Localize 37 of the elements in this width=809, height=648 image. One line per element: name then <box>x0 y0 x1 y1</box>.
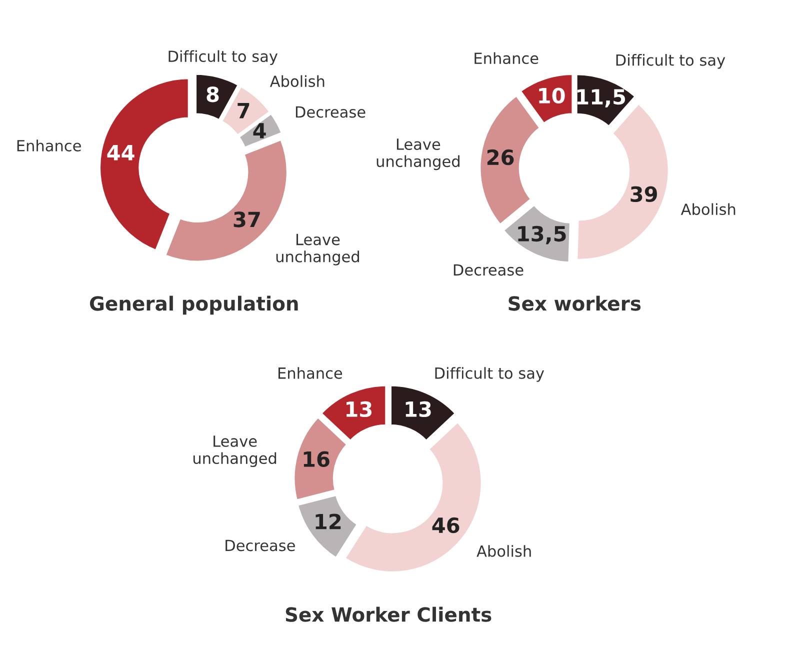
slice-label: Difficult to say <box>616 54 726 69</box>
data-label: 39 <box>630 186 657 202</box>
slice-label: Enhance <box>474 52 538 64</box>
data-label: 12 <box>316 514 341 530</box>
data-label: 13 <box>346 401 372 418</box>
data-label: 4 <box>253 123 266 138</box>
slice-label: Leave unchanged <box>376 138 460 170</box>
slice-label: Abolish <box>270 75 324 88</box>
slice-label: Enhance <box>17 140 81 152</box>
slice-label: Abolish <box>476 545 531 557</box>
slice-label: Decrease <box>226 540 295 552</box>
slice-label: Leave unchanged <box>276 234 359 266</box>
donut-slice <box>292 416 348 502</box>
data-label: 26 <box>487 149 514 166</box>
slice-label: Decrease <box>454 264 524 276</box>
text: Sex Worker Clients <box>286 606 492 622</box>
data-label: 16 <box>304 451 330 467</box>
data-label: 13 <box>406 401 431 418</box>
data-label: 44 <box>107 145 134 160</box>
slice-label: Abolish <box>680 203 736 216</box>
slice-label: Difficult to say <box>168 50 278 66</box>
data-label: 46 <box>432 517 460 534</box>
donut-slice <box>389 384 457 442</box>
donut-slice <box>320 384 388 442</box>
slice-label: Enhance <box>278 367 342 379</box>
data-label: 8 <box>206 86 219 102</box>
data-label: 7 <box>238 103 250 118</box>
slice-label: Difficult to say <box>435 367 544 382</box>
text: General population <box>90 296 298 315</box>
data-label: 11,5 <box>577 89 626 108</box>
slice-label: Leave unchanged <box>193 436 276 468</box>
donut-slice <box>296 494 359 560</box>
data-label: 13,5 <box>518 226 566 244</box>
data-label: 10 <box>539 88 565 104</box>
data-label: 37 <box>234 212 260 228</box>
text: Sex workers <box>508 296 641 311</box>
slice-label: Decrease <box>296 106 366 118</box>
